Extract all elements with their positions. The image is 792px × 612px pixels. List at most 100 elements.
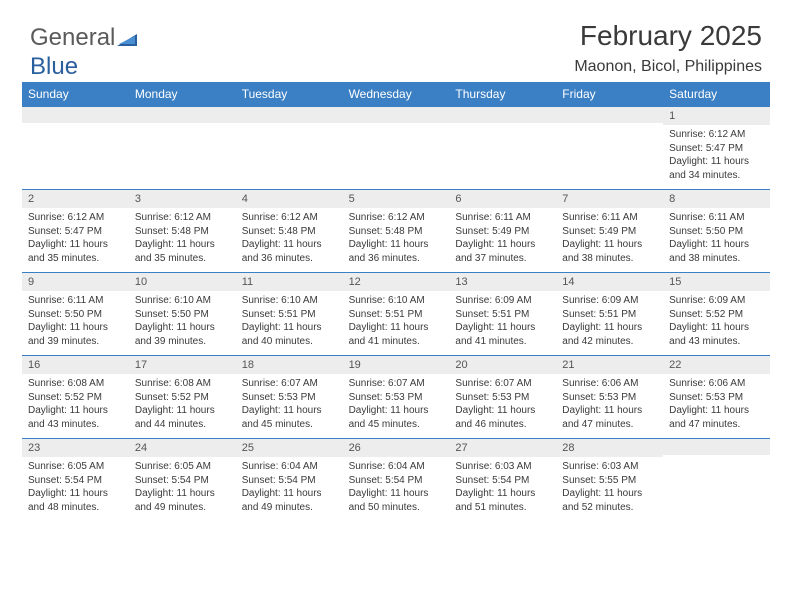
calendar-cell: 1Sunrise: 6:12 AMSunset: 5:47 PMDaylight…: [663, 107, 770, 189]
calendar-day-details: Sunrise: 6:03 AMSunset: 5:55 PMDaylight:…: [556, 457, 663, 521]
calendar-cell: 28Sunrise: 6:03 AMSunset: 5:55 PMDayligh…: [556, 439, 663, 521]
calendar-cell: 4Sunrise: 6:12 AMSunset: 5:48 PMDaylight…: [236, 190, 343, 272]
calendar-day-number: 4: [236, 190, 343, 208]
calendar-day-number: [556, 107, 663, 123]
calendar-day-details: Sunrise: 6:04 AMSunset: 5:54 PMDaylight:…: [236, 457, 343, 521]
calendar-day-number: 13: [449, 273, 556, 291]
calendar-cell: 13Sunrise: 6:09 AMSunset: 5:51 PMDayligh…: [449, 273, 556, 355]
day-header-cell: Wednesday: [343, 82, 450, 106]
calendar-day-details: Sunrise: 6:09 AMSunset: 5:52 PMDaylight:…: [663, 291, 770, 355]
calendar-cell: 11Sunrise: 6:10 AMSunset: 5:51 PMDayligh…: [236, 273, 343, 355]
calendar-day-number: 18: [236, 356, 343, 374]
calendar-day-details: Sunrise: 6:11 AMSunset: 5:49 PMDaylight:…: [449, 208, 556, 272]
calendar-cell: 14Sunrise: 6:09 AMSunset: 5:51 PMDayligh…: [556, 273, 663, 355]
calendar-cell: 3Sunrise: 6:12 AMSunset: 5:48 PMDaylight…: [129, 190, 236, 272]
calendar-day-number: [22, 107, 129, 123]
calendar-week-row: 1Sunrise: 6:12 AMSunset: 5:47 PMDaylight…: [22, 106, 770, 189]
calendar-day-number: 5: [343, 190, 450, 208]
calendar-day-number: 16: [22, 356, 129, 374]
calendar-cell: 15Sunrise: 6:09 AMSunset: 5:52 PMDayligh…: [663, 273, 770, 355]
calendar-day-details: Sunrise: 6:12 AMSunset: 5:48 PMDaylight:…: [129, 208, 236, 272]
calendar-day-number: 21: [556, 356, 663, 374]
calendar-day-number: [236, 107, 343, 123]
calendar-cell: 20Sunrise: 6:07 AMSunset: 5:53 PMDayligh…: [449, 356, 556, 438]
calendar-day-number: 12: [343, 273, 450, 291]
calendar-day-details: [449, 123, 556, 187]
calendar-day-number: 2: [22, 190, 129, 208]
day-header-cell: Tuesday: [236, 82, 343, 106]
calendar-day-details: Sunrise: 6:12 AMSunset: 5:48 PMDaylight:…: [236, 208, 343, 272]
calendar-week-row: 16Sunrise: 6:08 AMSunset: 5:52 PMDayligh…: [22, 355, 770, 438]
calendar-day-number: 8: [663, 190, 770, 208]
calendar-cell: [449, 107, 556, 189]
calendar-day-details: Sunrise: 6:06 AMSunset: 5:53 PMDaylight:…: [663, 374, 770, 438]
calendar-cell: 9Sunrise: 6:11 AMSunset: 5:50 PMDaylight…: [22, 273, 129, 355]
calendar-day-number: [129, 107, 236, 123]
calendar-day-number: 15: [663, 273, 770, 291]
calendar-cell: [663, 439, 770, 521]
calendar-day-number: 11: [236, 273, 343, 291]
calendar-cell: [129, 107, 236, 189]
calendar-day-details: Sunrise: 6:10 AMSunset: 5:51 PMDaylight:…: [343, 291, 450, 355]
calendar-cell: 8Sunrise: 6:11 AMSunset: 5:50 PMDaylight…: [663, 190, 770, 272]
calendar-day-details: Sunrise: 6:03 AMSunset: 5:54 PMDaylight:…: [449, 457, 556, 521]
brand-triangle-icon: [117, 25, 137, 53]
calendar-day-number: 6: [449, 190, 556, 208]
calendar-cell: 27Sunrise: 6:03 AMSunset: 5:54 PMDayligh…: [449, 439, 556, 521]
calendar-cell: 19Sunrise: 6:07 AMSunset: 5:53 PMDayligh…: [343, 356, 450, 438]
calendar-cell: 23Sunrise: 6:05 AMSunset: 5:54 PMDayligh…: [22, 439, 129, 521]
calendar-day-details: Sunrise: 6:12 AMSunset: 5:48 PMDaylight:…: [343, 208, 450, 272]
calendar-day-details: Sunrise: 6:12 AMSunset: 5:47 PMDaylight:…: [22, 208, 129, 272]
calendar-day-details: Sunrise: 6:04 AMSunset: 5:54 PMDaylight:…: [343, 457, 450, 521]
brand-text-b: Blue: [30, 53, 78, 80]
calendar-cell: 5Sunrise: 6:12 AMSunset: 5:48 PMDaylight…: [343, 190, 450, 272]
calendar-cell: 12Sunrise: 6:10 AMSunset: 5:51 PMDayligh…: [343, 273, 450, 355]
calendar-day-details: Sunrise: 6:08 AMSunset: 5:52 PMDaylight:…: [129, 374, 236, 438]
calendar-day-details: Sunrise: 6:09 AMSunset: 5:51 PMDaylight:…: [449, 291, 556, 355]
calendar-day-details: [663, 455, 770, 519]
calendar-day-details: Sunrise: 6:11 AMSunset: 5:50 PMDaylight:…: [663, 208, 770, 272]
calendar-day-details: [556, 123, 663, 187]
calendar-day-number: 27: [449, 439, 556, 457]
calendar-day-number: 9: [22, 273, 129, 291]
page-header: February 2025 Maonon, Bicol, Philippines: [574, 20, 762, 76]
calendar-day-details: [22, 123, 129, 187]
calendar-week-row: 23Sunrise: 6:05 AMSunset: 5:54 PMDayligh…: [22, 438, 770, 521]
calendar-cell: 6Sunrise: 6:11 AMSunset: 5:49 PMDaylight…: [449, 190, 556, 272]
calendar-cell: 10Sunrise: 6:10 AMSunset: 5:50 PMDayligh…: [129, 273, 236, 355]
calendar-day-details: Sunrise: 6:05 AMSunset: 5:54 PMDaylight:…: [129, 457, 236, 521]
calendar: SundayMondayTuesdayWednesdayThursdayFrid…: [22, 82, 770, 521]
calendar-day-details: Sunrise: 6:12 AMSunset: 5:47 PMDaylight:…: [663, 125, 770, 189]
calendar-day-details: [129, 123, 236, 187]
calendar-day-number: 24: [129, 439, 236, 457]
calendar-day-number: [449, 107, 556, 123]
calendar-day-details: Sunrise: 6:10 AMSunset: 5:50 PMDaylight:…: [129, 291, 236, 355]
calendar-day-number: 3: [129, 190, 236, 208]
calendar-day-header: SundayMondayTuesdayWednesdayThursdayFrid…: [22, 82, 770, 106]
calendar-day-number: [343, 107, 450, 123]
calendar-cell: 21Sunrise: 6:06 AMSunset: 5:53 PMDayligh…: [556, 356, 663, 438]
calendar-week-row: 9Sunrise: 6:11 AMSunset: 5:50 PMDaylight…: [22, 272, 770, 355]
calendar-cell: 7Sunrise: 6:11 AMSunset: 5:49 PMDaylight…: [556, 190, 663, 272]
calendar-day-number: 23: [22, 439, 129, 457]
calendar-cell: [556, 107, 663, 189]
day-header-cell: Sunday: [22, 82, 129, 106]
calendar-cell: 26Sunrise: 6:04 AMSunset: 5:54 PMDayligh…: [343, 439, 450, 521]
calendar-day-number: 17: [129, 356, 236, 374]
calendar-cell: 25Sunrise: 6:04 AMSunset: 5:54 PMDayligh…: [236, 439, 343, 521]
calendar-day-number: 28: [556, 439, 663, 457]
calendar-cell: 22Sunrise: 6:06 AMSunset: 5:53 PMDayligh…: [663, 356, 770, 438]
calendar-day-details: Sunrise: 6:09 AMSunset: 5:51 PMDaylight:…: [556, 291, 663, 355]
calendar-day-details: [343, 123, 450, 187]
calendar-week-row: 2Sunrise: 6:12 AMSunset: 5:47 PMDaylight…: [22, 189, 770, 272]
calendar-body: 1Sunrise: 6:12 AMSunset: 5:47 PMDaylight…: [22, 106, 770, 521]
calendar-day-number: 20: [449, 356, 556, 374]
calendar-cell: 17Sunrise: 6:08 AMSunset: 5:52 PMDayligh…: [129, 356, 236, 438]
calendar-day-details: Sunrise: 6:07 AMSunset: 5:53 PMDaylight:…: [449, 374, 556, 438]
calendar-cell: [236, 107, 343, 189]
calendar-day-details: Sunrise: 6:11 AMSunset: 5:50 PMDaylight:…: [22, 291, 129, 355]
calendar-cell: 2Sunrise: 6:12 AMSunset: 5:47 PMDaylight…: [22, 190, 129, 272]
calendar-day-number: 26: [343, 439, 450, 457]
calendar-day-details: [236, 123, 343, 187]
day-header-cell: Friday: [556, 82, 663, 106]
